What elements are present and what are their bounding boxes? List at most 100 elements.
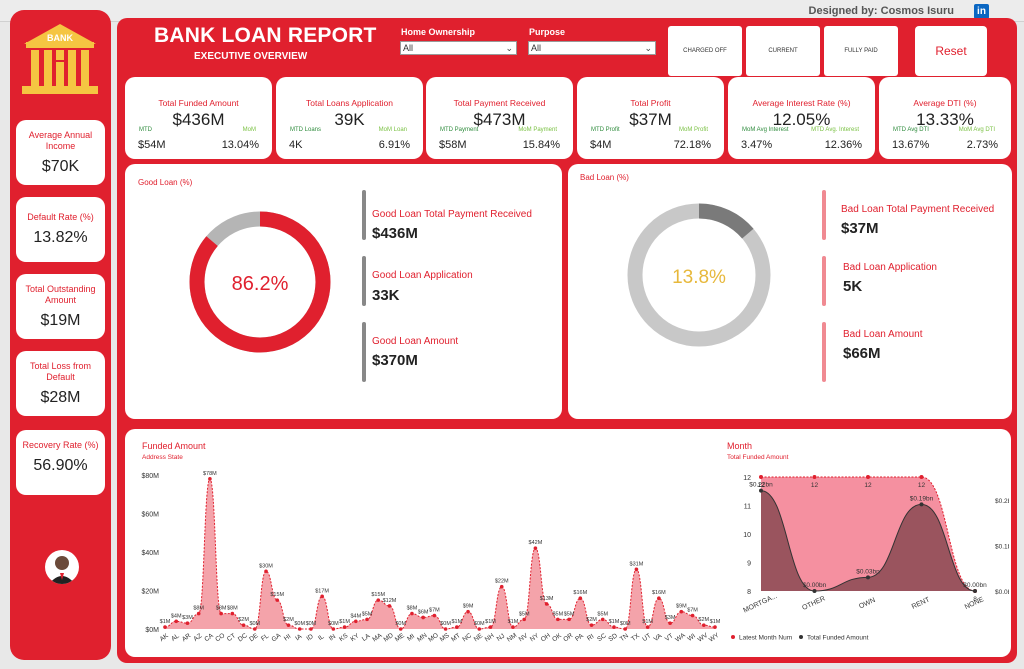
fully-paid-button[interactable]: FULLY PAID <box>824 26 898 76</box>
funded-amount-point <box>866 575 870 580</box>
filter-home-ownership-value: All <box>403 43 414 53</box>
kpi-avg-dti: Average DTI (%) 13.33% MTD Avg DTI MoM A… <box>879 77 1011 159</box>
state-data-label: $0M <box>328 621 339 627</box>
latest-month-point <box>919 475 924 479</box>
kpi-value: $70K <box>41 158 80 175</box>
state-point <box>511 625 515 629</box>
state-point <box>252 627 257 631</box>
x-tick-label: TX <box>630 632 641 643</box>
latest-month-label: 12 <box>757 482 765 489</box>
state-point <box>634 567 639 572</box>
state-point <box>578 596 583 600</box>
kpi-average-annual-income: Average Annual Income $70K <box>16 120 105 185</box>
state-point <box>600 617 605 622</box>
x-tick-label: MD <box>382 632 395 644</box>
state-point <box>230 611 235 616</box>
good-loan-panel: Good Loan (%) 86.2% Good Loan Total Paym… <box>125 164 562 419</box>
kpi-title: Total Loans Application <box>306 98 393 108</box>
legend-swatch <box>731 635 735 639</box>
state-data-label: $7M <box>429 608 440 614</box>
state-point <box>387 604 392 608</box>
filter-purpose-select[interactable]: All ⌄ <box>528 41 656 55</box>
bad-loan-metric-bar <box>822 190 826 240</box>
x-tick-label: NV <box>518 632 530 643</box>
current-button[interactable]: CURRENT <box>746 26 820 76</box>
state-data-label: $6M <box>418 609 429 615</box>
kpi-value: $19M <box>40 312 81 329</box>
kpi-title: Total Loss from Default <box>29 361 92 382</box>
kpi-mtd-label: MTD <box>139 127 152 133</box>
y-left-tick-label: 8 <box>747 589 751 596</box>
bank-logo: BANK <box>20 22 100 98</box>
x-tick-label: ID <box>305 633 315 643</box>
state-point <box>365 617 369 622</box>
bad-loan-metric-label: Bad Loan Application <box>843 262 937 273</box>
state-data-label: $1M <box>609 619 620 625</box>
state-data-label: $16M <box>652 590 666 596</box>
kpi-value: $436M <box>172 110 225 129</box>
state-data-label: $0M <box>294 621 305 627</box>
kpi-mom-value: 6.91% <box>378 139 410 151</box>
state-point <box>331 627 336 631</box>
x-tick-label: AL <box>170 632 181 643</box>
state-point <box>533 546 538 550</box>
state-data-label: $78M <box>203 471 217 477</box>
reset-button[interactable]: Reset <box>915 26 987 76</box>
x-tick-label: WA <box>674 632 687 644</box>
state-point <box>567 617 571 622</box>
state-data-label: $1M <box>485 619 496 625</box>
page-title: BANK LOAN REPORT <box>154 24 377 47</box>
charged-off-button[interactable]: CHARGED OFF <box>668 26 742 76</box>
bad-loan-donut-arc <box>627 203 771 347</box>
x-tick-label: IA <box>294 633 304 643</box>
kpi-total-loss: Total Loss from Default $28M <box>16 351 105 416</box>
bad-loan-metric-bar <box>822 256 826 306</box>
latest-month-point <box>759 475 763 479</box>
state-point <box>556 617 560 622</box>
state-point <box>410 611 414 616</box>
kpi-mom-label: MoM Payment <box>518 127 557 133</box>
funded-amount-point <box>812 589 817 593</box>
state-data-label: $22M <box>495 579 509 585</box>
x-tick-label: NC <box>461 632 473 643</box>
state-point <box>354 619 358 624</box>
x-tick-label: KY <box>349 632 361 643</box>
state-data-label: $9M <box>676 604 687 610</box>
kpi-title: Total Profit <box>630 98 671 108</box>
kpi-mom-value: 12.36% <box>824 139 862 151</box>
kpi-default-rate: Default Rate (%) 13.82% <box>16 197 105 262</box>
good-loan-donut: 86.2% <box>189 211 331 353</box>
funded-amount-label: $0.00bn <box>803 582 827 589</box>
x-tick-label: MT <box>450 632 462 643</box>
good-loan-metric-label: Good Loan Application <box>372 270 473 281</box>
linkedin-icon[interactable]: in <box>974 4 989 19</box>
funded-amount-point <box>919 502 924 507</box>
x-tick-label: DC <box>237 632 249 643</box>
state-data-label: $8M <box>216 606 227 612</box>
good-loan-metric-value: $370M <box>372 352 418 369</box>
kpi-total-outstanding: Total Outstanding Amount $19M <box>16 274 105 339</box>
x-tick-label: LA <box>361 632 372 643</box>
x-tick-label: OWN <box>858 597 876 611</box>
avatar <box>45 550 79 584</box>
funded-amount-point <box>759 488 763 493</box>
kpi-value: 13.33% <box>916 110 974 129</box>
sidebar: BANK Average Annual Income $70K Default … <box>10 10 111 660</box>
bad-loan-metric-value: $37M <box>841 220 879 237</box>
kpi-value: $37M <box>629 110 672 129</box>
state-point <box>701 623 706 627</box>
state-data-label: $5M <box>519 611 530 617</box>
bad-loan-metric-label: Bad Loan Amount <box>843 329 923 340</box>
good-loan-donut-arc <box>189 211 331 353</box>
filter-home-ownership-select[interactable]: All ⌄ <box>400 41 517 55</box>
kpi-title: Total Payment Received <box>453 98 546 108</box>
state-data-label: $8M <box>227 606 238 612</box>
charts-panel: Funded Amount Address State $0M $20M $40M $… <box>125 429 1011 657</box>
x-tick-label: AK <box>159 632 171 643</box>
kpi-mom-label: MoM Profit <box>678 127 708 133</box>
filter-home-ownership-label: Home Ownership <box>401 27 476 37</box>
x-tick-label: ME <box>394 632 407 644</box>
bad-loan-metric-value: 5K <box>843 278 863 295</box>
person-icon <box>49 556 75 584</box>
state-data-label: $5M <box>564 611 575 617</box>
